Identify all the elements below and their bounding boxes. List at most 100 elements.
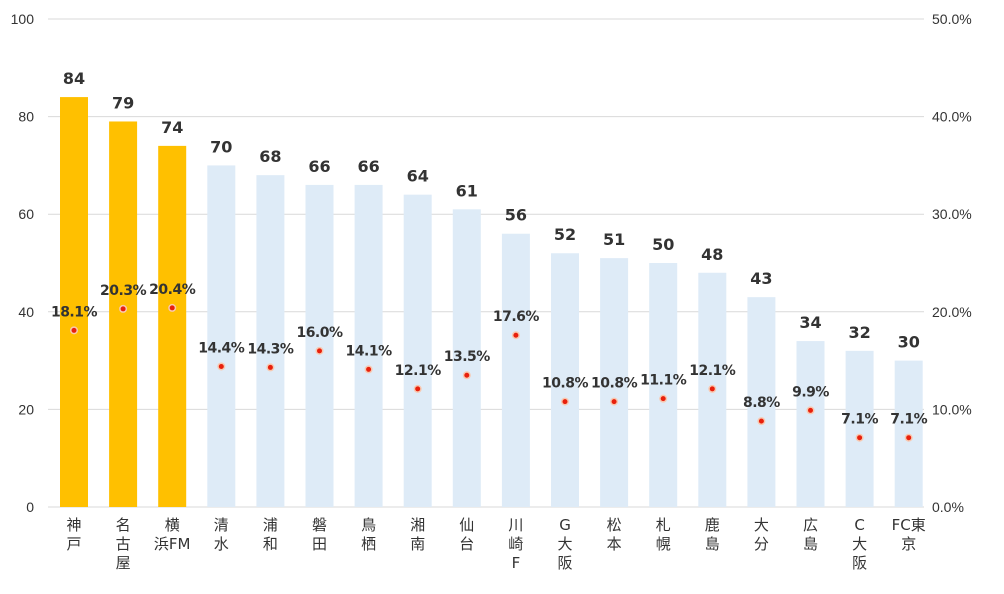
percent-label: 7.1%	[890, 412, 927, 428]
percent-marker	[709, 386, 715, 392]
percent-label: 13.5%	[444, 349, 491, 365]
bar	[845, 350, 874, 507]
percent-marker	[366, 366, 372, 372]
bar-value-label: 66	[308, 157, 330, 176]
category-label-line: 磐	[312, 516, 327, 534]
bar-value-label: 32	[848, 323, 870, 342]
percent-marker	[611, 399, 617, 405]
category-label-line: 阪	[557, 554, 572, 572]
bar-value-label: 48	[701, 245, 723, 264]
category-label-line: 神	[66, 516, 81, 534]
bar-value-labels: 84 79 74 70 68 66 66 64 61 56 52 51 50 48 43 34 32 30	[63, 69, 920, 352]
category-label-line: 幌	[656, 535, 671, 553]
bar-value-label: 50	[652, 235, 674, 254]
category-label: 大分	[754, 516, 769, 553]
bar-value-label: 70	[210, 137, 232, 156]
bar	[551, 253, 579, 507]
bar-series	[60, 97, 923, 508]
category-label-line: 和	[263, 535, 278, 553]
percent-marker	[808, 407, 813, 413]
category-label-line: 大	[852, 535, 867, 553]
bar	[403, 194, 432, 507]
percent-label: 7.1%	[841, 412, 878, 428]
y-tick-label-right: 30.0%	[932, 206, 972, 222]
category-label-line: 清	[214, 516, 229, 534]
bar-value-label: 43	[750, 269, 772, 288]
category-label-line: 水	[214, 535, 229, 553]
category-label: 鳥栖	[361, 516, 376, 553]
percent-label: 18.1%	[51, 304, 98, 320]
gridlines	[48, 18, 924, 508]
y-axis-left: 0 20 40 60 80 100	[11, 11, 35, 515]
y-tick-label-left: 100	[11, 11, 35, 27]
percent-marker	[857, 435, 863, 441]
category-label-line: F	[512, 554, 521, 572]
y-tick-label-right: 40.0%	[932, 109, 972, 125]
percent-label: 17.6%	[493, 309, 540, 325]
y-tick-label-right: 0.0%	[932, 499, 964, 515]
percent-label: 12.1%	[395, 363, 442, 379]
category-label-line: C	[854, 516, 864, 534]
category-label-line: 京	[901, 535, 916, 553]
percent-label: 11.1%	[640, 373, 687, 389]
percent-label: 14.1%	[346, 343, 393, 359]
percent-marker	[218, 363, 224, 369]
bar	[452, 209, 481, 507]
percent-marker	[906, 435, 912, 441]
bar-value-label: 79	[112, 93, 134, 112]
bar-value-label: 66	[357, 157, 379, 176]
y-tick-label-left: 60	[18, 206, 34, 222]
percent-labels: 18.1%20.3% 20.4%14.4% 14.3%16.0%14.1%12.1%…	[51, 282, 928, 428]
bar-value-label: 52	[554, 225, 576, 244]
bar	[109, 121, 138, 507]
category-label-line: 栖	[361, 535, 376, 553]
category-label-line: 川	[508, 516, 523, 534]
category-label-line: 戸	[66, 535, 81, 553]
percent-label: 10.8%	[542, 376, 589, 392]
category-label: FC東京	[892, 516, 926, 553]
category-label-line: 崎	[508, 535, 523, 553]
category-label: G 大阪	[557, 516, 572, 572]
percent-label: 16.0%	[296, 325, 343, 341]
percent-marker	[758, 418, 764, 424]
category-label: 磐田	[312, 516, 327, 553]
bar	[158, 145, 187, 507]
category-label-line: 島	[705, 535, 720, 553]
bar-value-label: 84	[63, 69, 85, 88]
percent-label: 12.1%	[689, 363, 736, 379]
bar-value-label: 74	[161, 118, 183, 137]
bar	[796, 341, 825, 507]
y-axis-right: 0.0% 10.0% 20.0% 30.0% 40.0% 50.0%	[932, 11, 972, 515]
category-label-line: 田	[312, 535, 327, 553]
category-label-line: 島	[803, 535, 818, 553]
category-label-line: 札	[656, 516, 671, 534]
percent-label: 20.3%	[100, 283, 147, 299]
category-label-line: 横	[165, 516, 180, 534]
percent-marker	[71, 327, 77, 333]
category-label-line: 阪	[852, 554, 867, 572]
bar-value-label: 34	[799, 313, 821, 332]
category-label-line: 大	[557, 535, 572, 553]
bar-value-label: 68	[259, 147, 281, 166]
category-label-line: 鹿	[705, 516, 720, 534]
percent-markers	[70, 303, 913, 442]
category-label: C 大阪	[852, 516, 867, 572]
category-label-line: 大	[754, 516, 769, 534]
percent-marker	[562, 399, 568, 405]
category-label: 横浜FM	[154, 516, 191, 553]
category-label-line: 屋	[116, 554, 131, 572]
bar	[600, 258, 629, 507]
category-label-line: 鳥	[361, 516, 376, 534]
category-label: 湘南	[410, 516, 425, 553]
bar	[747, 297, 776, 507]
percent-marker	[513, 332, 519, 338]
percent-marker	[660, 396, 666, 402]
bar	[305, 184, 334, 508]
category-label: 川崎 F	[508, 516, 523, 572]
y-tick-label-left: 20	[18, 401, 34, 417]
bar	[501, 233, 530, 507]
category-label-line: 名	[116, 516, 131, 534]
percent-marker	[317, 348, 322, 354]
bar-value-label: 51	[603, 230, 625, 249]
y-tick-label-left: 0	[26, 499, 34, 515]
